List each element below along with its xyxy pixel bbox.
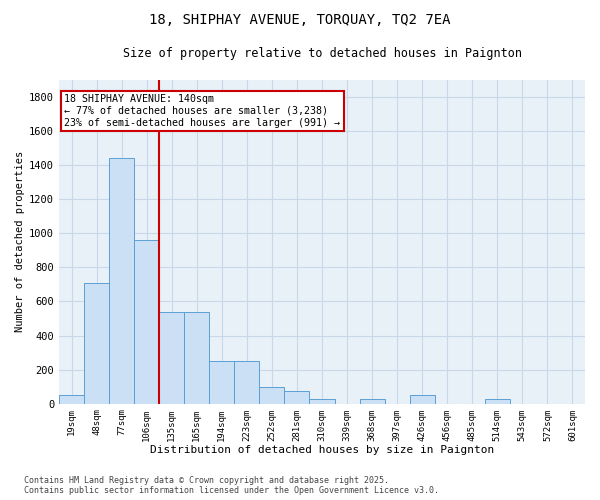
Bar	[159, 312, 184, 404]
Bar	[109, 158, 134, 404]
Text: Contains HM Land Registry data © Crown copyright and database right 2025.
Contai: Contains HM Land Registry data © Crown c…	[24, 476, 439, 495]
Bar	[209, 361, 235, 404]
Bar	[84, 282, 109, 404]
Bar	[284, 391, 310, 404]
Y-axis label: Number of detached properties: Number of detached properties	[15, 151, 25, 332]
Bar	[410, 395, 435, 404]
Bar	[310, 400, 335, 404]
Bar	[59, 395, 84, 404]
X-axis label: Distribution of detached houses by size in Paignton: Distribution of detached houses by size …	[150, 445, 494, 455]
Bar	[184, 312, 209, 404]
Bar	[359, 400, 385, 404]
Bar	[235, 361, 259, 404]
Bar	[259, 386, 284, 404]
Bar	[134, 240, 159, 404]
Title: Size of property relative to detached houses in Paignton: Size of property relative to detached ho…	[122, 48, 521, 60]
Text: 18 SHIPHAY AVENUE: 140sqm
← 77% of detached houses are smaller (3,238)
23% of se: 18 SHIPHAY AVENUE: 140sqm ← 77% of detac…	[64, 94, 340, 128]
Text: 18, SHIPHAY AVENUE, TORQUAY, TQ2 7EA: 18, SHIPHAY AVENUE, TORQUAY, TQ2 7EA	[149, 12, 451, 26]
Bar	[485, 398, 510, 404]
